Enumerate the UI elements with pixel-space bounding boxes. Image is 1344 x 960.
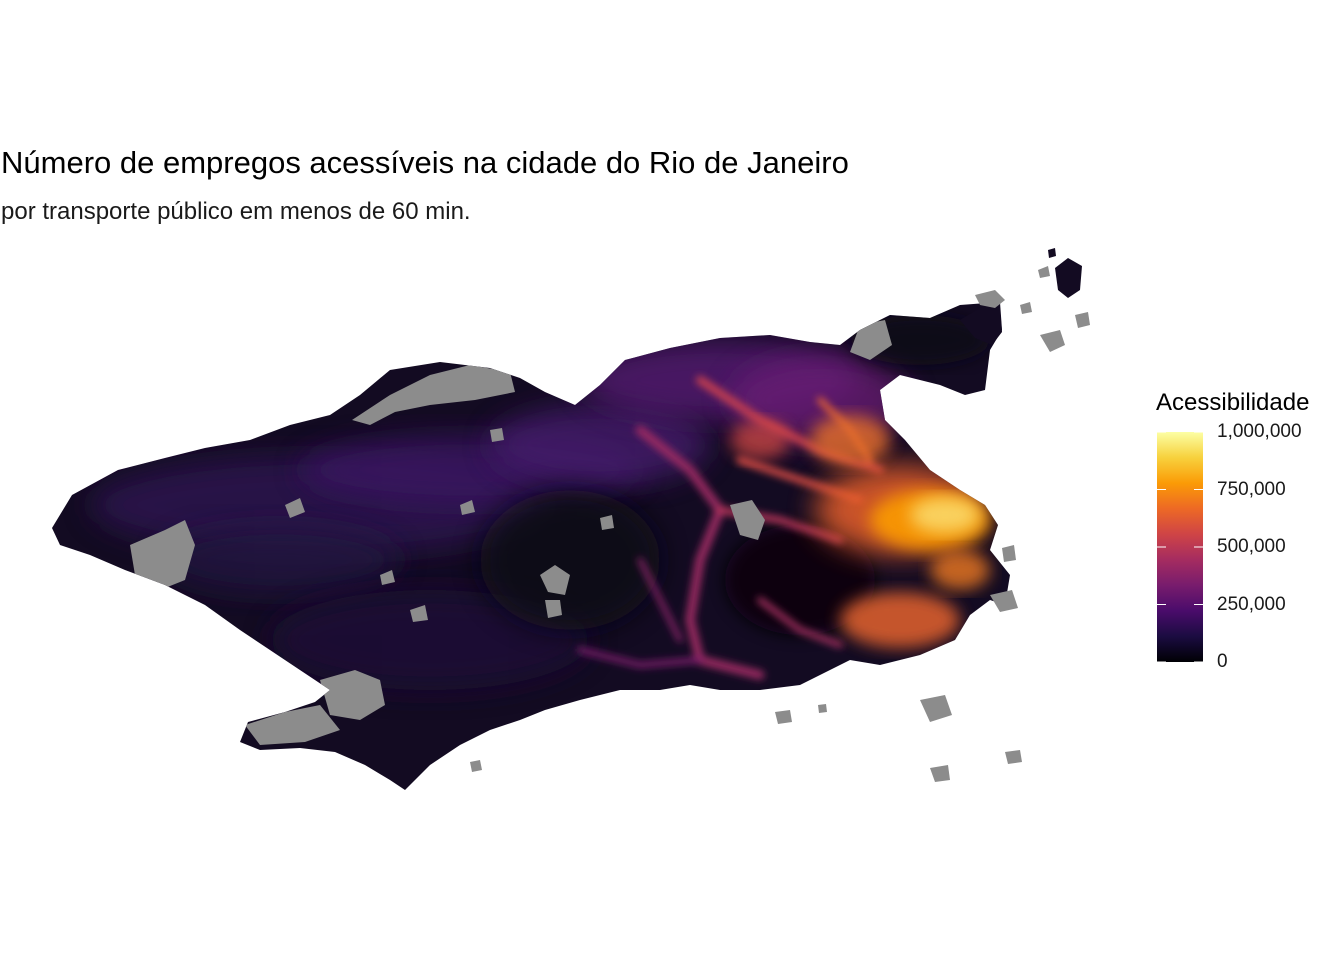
page-title: Número de empregos acessíveis na cidade … [1,145,849,180]
legend-label: 0 [1217,651,1228,672]
legend-label: 750,000 [1217,478,1286,500]
legend-ticks [1157,432,1203,662]
page-subtitle: por transporte público em menos de 60 mi… [1,198,471,225]
legend-label: 1,000,000 [1217,421,1302,442]
legend-label: 500,000 [1217,536,1286,557]
legend-label: 250,000 [1217,593,1286,615]
legend-title: Acessibilidade [1156,389,1310,416]
